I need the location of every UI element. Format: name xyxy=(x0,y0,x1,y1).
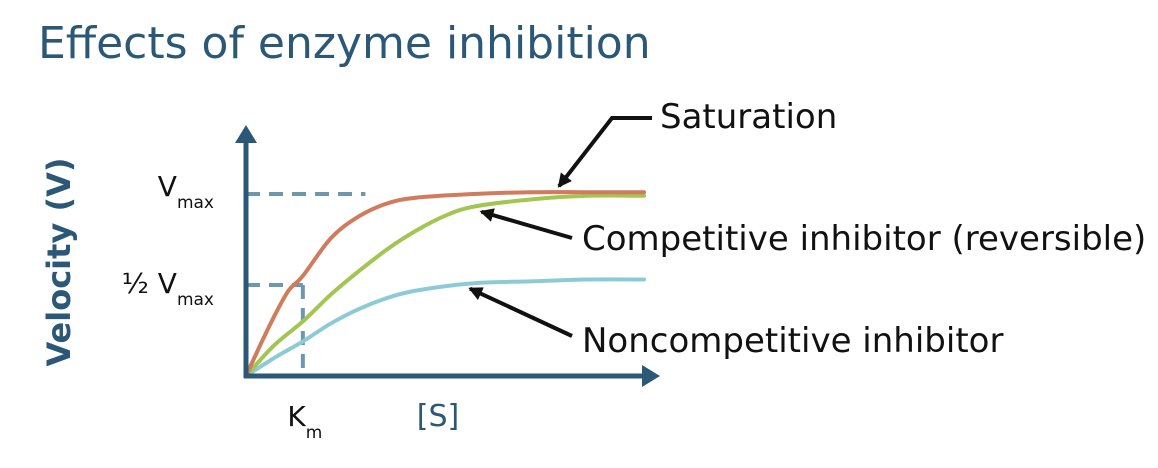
series-line-noncompetitive-inhibitor xyxy=(244,277,646,378)
axes xyxy=(235,125,660,387)
y-axis-label: Velocity (V) xyxy=(40,158,78,367)
x-axis-arrowhead xyxy=(642,365,660,387)
annotation-label-competitive: Competitive inhibitor (reversible) xyxy=(582,219,1146,259)
series-layer xyxy=(244,190,646,378)
annotation-label-saturation: Saturation xyxy=(660,97,837,137)
y-axis-arrowhead xyxy=(235,125,257,143)
x-tick-km: Km xyxy=(287,400,322,443)
series-line-saturation xyxy=(244,190,646,378)
x-axis-label: [S] xyxy=(417,399,459,434)
y-tick-half-vmax: ½ Vmax xyxy=(122,267,214,310)
annotation-label-noncompetitive: Noncompetitive inhibitor xyxy=(582,321,1003,361)
y-tick-vmax: Vmax xyxy=(158,170,214,213)
annotation-arrow-saturation xyxy=(557,116,652,188)
tick-labels: Vmax ½ Vmax Km xyxy=(122,170,323,443)
chart-title: Effects of enzyme inhibition xyxy=(38,18,651,69)
annotation-arrow-competitive xyxy=(479,208,573,240)
annotations: Saturation Competitive inhibitor (reversi… xyxy=(468,97,1146,361)
annotation-arrow-noncompetitive xyxy=(468,286,573,338)
series-line-competitive-inhibitor xyxy=(244,193,646,378)
guide-lines xyxy=(246,192,366,376)
